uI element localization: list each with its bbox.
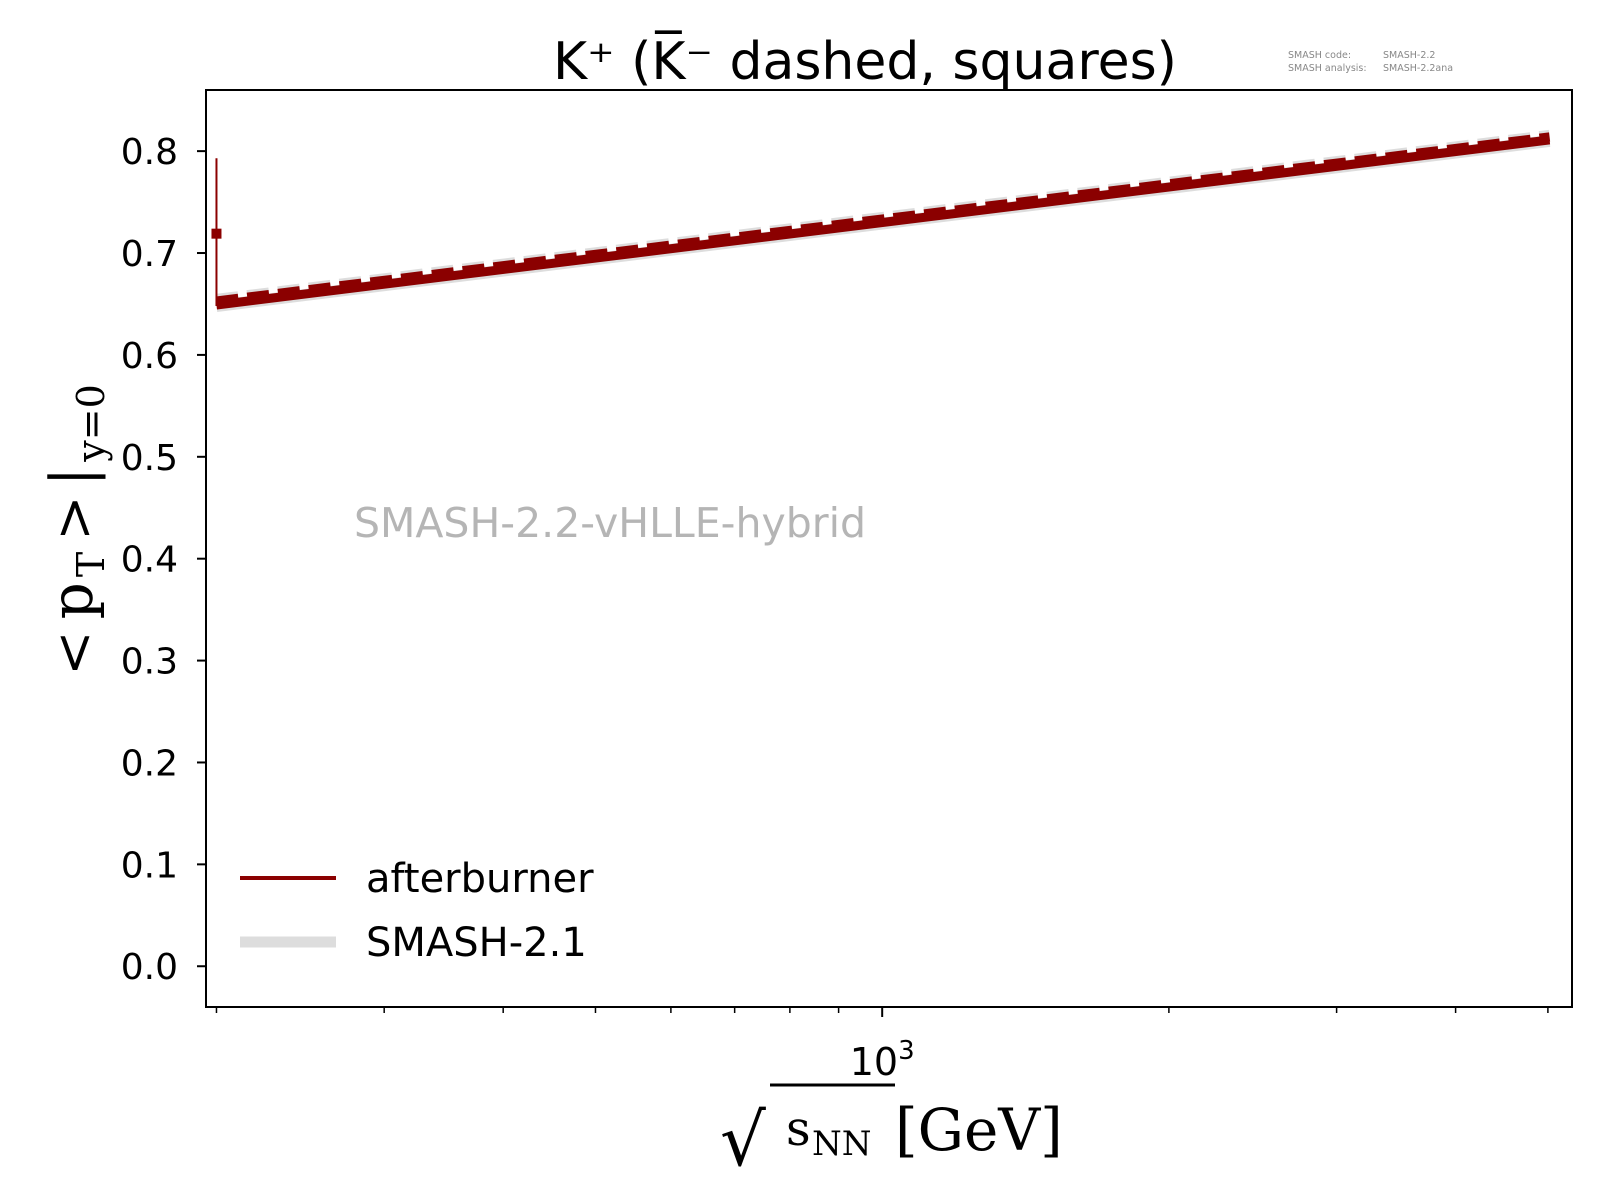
version-analysis-label: SMASH analysis:	[1288, 63, 1367, 74]
y-tick-label-0: 0.0	[121, 947, 178, 988]
y-tick-label-8: 0.8	[121, 132, 178, 173]
y-tick-label-2: 0.2	[121, 743, 178, 784]
y-tick-label-7: 0.7	[121, 234, 178, 275]
legend-label-0: afterburner	[366, 856, 594, 902]
ylabel-p: p	[38, 582, 106, 619]
x-axis-label: √ s NN [GeV]	[720, 1083, 1063, 1182]
x-tick-label-0: 103	[850, 1036, 915, 1084]
ylabel-cond: y=0	[69, 384, 113, 462]
ylabel-sub-t: T	[69, 552, 113, 577]
chart-title: K⁺ (K̅⁻ dashed, squares)	[553, 30, 1177, 92]
y-tick-label-5: 0.5	[121, 438, 178, 479]
y-tick-label-4: 0.4	[121, 540, 178, 581]
ylabel-lt: <	[42, 631, 105, 676]
legend-label-1: SMASH-2.1	[366, 920, 587, 966]
version-info: SMASH code: SMASH-2.2 SMASH analysis: SM…	[1288, 50, 1453, 74]
version-analysis-value: SMASH-2.2ana	[1383, 63, 1453, 74]
xlabel-sub-nn: NN	[812, 1124, 872, 1164]
xlabel-unit: [GeV]	[895, 1096, 1063, 1164]
y-tick-label-1: 0.1	[121, 845, 178, 886]
ylabel-bar: |	[38, 467, 106, 487]
svg-text:< p T >: < p T > | y=0	[38, 384, 113, 676]
y-tick-label-6: 0.6	[121, 336, 178, 377]
y-axis-label: < p T > | y=0	[38, 384, 113, 676]
ylabel-gt: >	[42, 495, 105, 540]
plot-area: 0.0 0.1 0.2 0.3 0.4 0.5 0.6 0.7 0.8 103 SMASH-2.2-…	[121, 89, 1573, 1084]
xlabel-sqrt: √	[720, 1098, 766, 1182]
version-code-value: SMASH-2.2	[1383, 50, 1435, 61]
version-code-label: SMASH code:	[1288, 50, 1351, 61]
watermark-text: SMASH-2.2-vHLLE-hybrid	[354, 499, 866, 547]
y-tick-label-3: 0.3	[121, 642, 178, 683]
data-point-marker-0	[211, 228, 222, 239]
xlabel-s: s	[786, 1101, 811, 1157]
series-line-3	[215, 132, 1551, 306]
plot-frame	[205, 89, 1573, 1008]
